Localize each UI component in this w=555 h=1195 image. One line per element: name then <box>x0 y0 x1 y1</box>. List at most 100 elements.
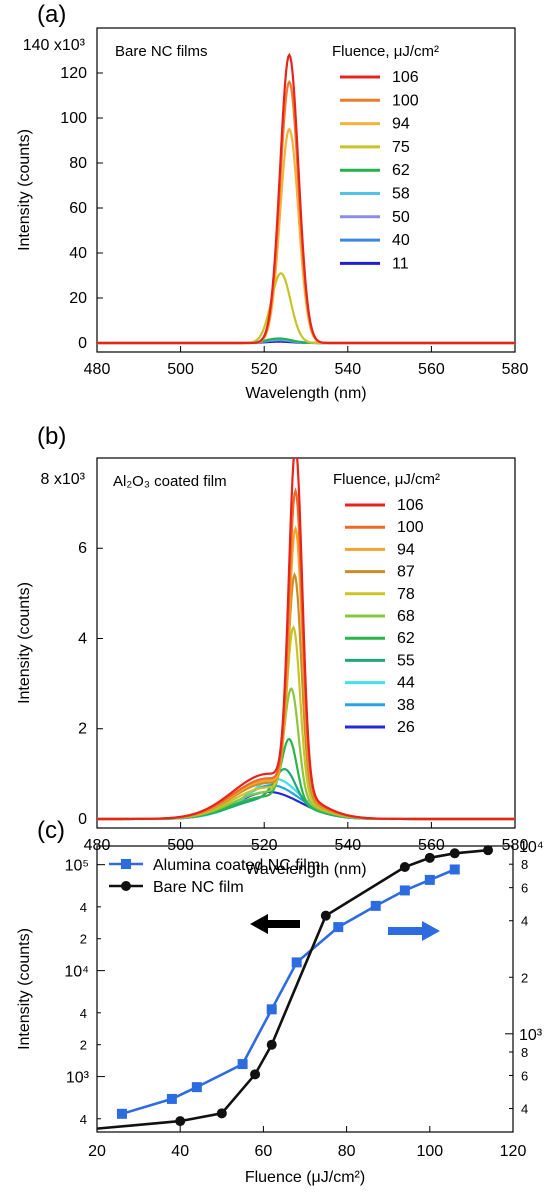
legend-entry-62: 62 <box>392 162 410 179</box>
legend-entry-44: 44 <box>397 675 415 692</box>
data-point-alumina <box>333 922 344 933</box>
legend-entry: Alumina coated NC film <box>153 857 320 874</box>
x-axis-label: Fluence (μJ/cm²) <box>245 1169 365 1186</box>
y-left-minor-label: 4 <box>80 1112 87 1127</box>
data-point-bare <box>483 845 494 856</box>
data-point-alumina <box>370 900 381 911</box>
y-right-tick-label: 10⁴ <box>519 839 544 856</box>
legend-entry-75: 75 <box>392 139 410 156</box>
data-point-bare <box>399 862 410 873</box>
legend-marker-square <box>121 859 131 869</box>
y-tick-label: 0 <box>78 335 87 352</box>
panel-label: (b) <box>37 423 66 450</box>
y-right-minor-label: 6 <box>521 881 528 896</box>
plot-frame <box>96 457 516 829</box>
y-right-minor-label: 8 <box>521 1045 528 1060</box>
legend-entry: Bare NC film <box>153 879 244 896</box>
series-line-bare <box>97 848 489 1130</box>
y-axis-label: Intensity (counts) <box>16 129 33 251</box>
data-point-alumina <box>266 1004 277 1015</box>
y-tick-label: 120 <box>60 65 87 82</box>
y-left-minor-label: 2 <box>80 1038 87 1053</box>
panel-label: (a) <box>37 1 66 28</box>
data-point-alumina <box>237 1059 248 1070</box>
data-point-bare <box>250 1069 261 1080</box>
data-point-bare <box>266 1039 277 1050</box>
y-right-minor-label: 4 <box>521 914 528 929</box>
legend-entry-68: 68 <box>397 608 415 625</box>
series-line-26 <box>97 790 515 821</box>
x-tick-label: 480 <box>84 361 111 378</box>
y-tick-label: 100 <box>60 110 87 127</box>
legend-entry-26: 26 <box>397 719 415 736</box>
legend-entry-94: 94 <box>397 541 415 558</box>
inset-label: Bare NC films <box>115 43 208 60</box>
y-tick-label: 0 <box>78 811 87 828</box>
x-axis-label: Wavelength (nm) <box>245 385 366 402</box>
series-line-alumina <box>121 868 456 1116</box>
data-point-bare <box>216 1108 227 1119</box>
x-tick-label: 80 <box>338 1143 356 1160</box>
x-tick-label: 540 <box>334 361 361 378</box>
y-right-minor-label: 4 <box>521 1102 528 1117</box>
x-tick-label: 580 <box>502 837 529 854</box>
y-right-minor-label: 2 <box>521 970 528 985</box>
legend-marker-circle <box>121 881 131 891</box>
y-multiplier: 140 x10³ <box>23 37 86 54</box>
data-point-alumina <box>166 1093 177 1104</box>
plot-frame <box>96 845 514 1133</box>
y-left-tick-label: 10⁵ <box>65 858 89 875</box>
data-point-bare <box>424 852 435 863</box>
data-point-alumina <box>449 864 460 875</box>
legend-title: Fluence, μJ/cm² <box>333 471 440 488</box>
legend-entry-106: 106 <box>392 69 419 86</box>
x-tick-label: 560 <box>418 361 445 378</box>
y-right-tick-label: 10³ <box>519 1027 543 1044</box>
x-tick-label: 60 <box>255 1143 273 1160</box>
legend-entry-50: 50 <box>392 209 410 226</box>
legend-entry-106: 106 <box>397 497 424 514</box>
x-tick-label: 100 <box>416 1143 443 1160</box>
data-point-alumina <box>116 1108 127 1119</box>
y-left-tick-label: 10³ <box>66 1070 90 1087</box>
legend-title: Fluence, μJ/cm² <box>332 43 439 60</box>
y-tick-label: 60 <box>69 200 87 217</box>
legend-entry-38: 38 <box>397 697 415 714</box>
x-axis-label: Wavelength (nm) <box>245 861 366 878</box>
x-tick-label: 580 <box>502 361 529 378</box>
legend-entry-40: 40 <box>392 232 410 249</box>
legend-entry-94: 94 <box>392 116 410 133</box>
y-tick-label: 4 <box>78 630 87 647</box>
y-left-tick-label: 10⁴ <box>64 964 89 981</box>
inset-label: Al₂O₃ coated film <box>113 473 227 490</box>
data-point-alumina <box>191 1082 202 1093</box>
legend-entry-87: 87 <box>397 564 415 581</box>
data-point-alumina <box>399 885 410 896</box>
data-point-bare <box>449 848 460 859</box>
arrow-right-icon <box>388 921 440 941</box>
y-right-minor-label: 8 <box>521 857 528 872</box>
legend-entry-78: 78 <box>397 586 415 603</box>
legend-entry-100: 100 <box>397 519 424 536</box>
panel-c: (c) 20 40 60 80 100 120 10³ 10⁴ 10⁵ 4 2 4 2 4 10³ 10⁴ 4 6 8… <box>16 817 544 1186</box>
data-point-bare <box>175 1116 186 1127</box>
y-axis-label: Intensity (counts) <box>16 928 33 1050</box>
data-point-bare <box>320 910 331 921</box>
legend-entry-100: 100 <box>392 92 419 109</box>
x-tick-label: 500 <box>167 361 194 378</box>
x-tick-label: 40 <box>171 1143 189 1160</box>
arrow-left-icon <box>250 914 300 934</box>
legend-entry-11: 11 <box>392 255 409 272</box>
legend-entry-55: 55 <box>397 652 415 669</box>
series-line-94 <box>97 127 515 345</box>
y-right-minor-label: 6 <box>521 1068 528 1083</box>
x-tick-label: 20 <box>88 1143 106 1160</box>
y-left-minor-label: 4 <box>80 900 87 915</box>
y-tick-label: 80 <box>69 155 87 172</box>
y-multiplier: 8 x10³ <box>41 471 86 488</box>
x-tick-label: 120 <box>500 1143 527 1160</box>
series-line-106 <box>97 52 515 345</box>
data-point-alumina <box>424 874 435 885</box>
legend-entry-62: 62 <box>397 630 415 647</box>
